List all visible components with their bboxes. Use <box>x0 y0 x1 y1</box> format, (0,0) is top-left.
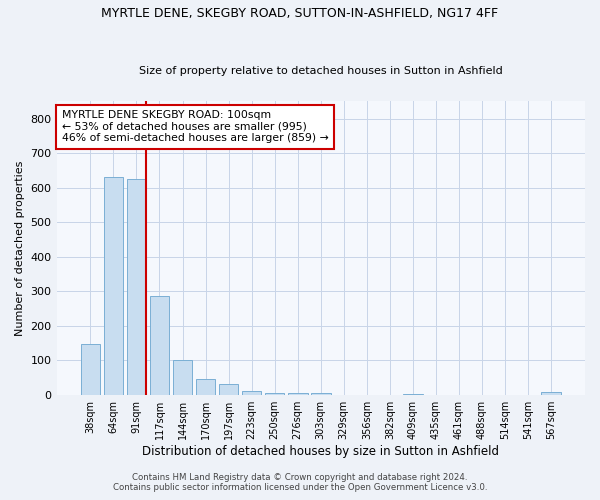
Bar <box>104 177 123 394</box>
Y-axis label: Number of detached properties: Number of detached properties <box>15 160 25 336</box>
Bar <box>242 390 262 394</box>
X-axis label: Distribution of detached houses by size in Sutton in Ashfield: Distribution of detached houses by size … <box>142 444 499 458</box>
Bar <box>80 344 100 394</box>
Bar <box>311 393 331 394</box>
Text: MYRTLE DENE SKEGBY ROAD: 100sqm
← 53% of detached houses are smaller (995)
46% o: MYRTLE DENE SKEGBY ROAD: 100sqm ← 53% of… <box>62 110 329 144</box>
Title: Size of property relative to detached houses in Sutton in Ashfield: Size of property relative to detached ho… <box>139 66 503 76</box>
Bar <box>265 393 284 394</box>
Bar <box>196 379 215 394</box>
Bar <box>541 392 561 394</box>
Bar <box>149 296 169 394</box>
Text: Contains HM Land Registry data © Crown copyright and database right 2024.
Contai: Contains HM Land Registry data © Crown c… <box>113 473 487 492</box>
Bar <box>219 384 238 394</box>
Bar <box>288 393 308 394</box>
Bar <box>127 179 146 394</box>
Text: MYRTLE DENE, SKEGBY ROAD, SUTTON-IN-ASHFIELD, NG17 4FF: MYRTLE DENE, SKEGBY ROAD, SUTTON-IN-ASHF… <box>101 8 499 20</box>
Bar <box>173 360 193 394</box>
